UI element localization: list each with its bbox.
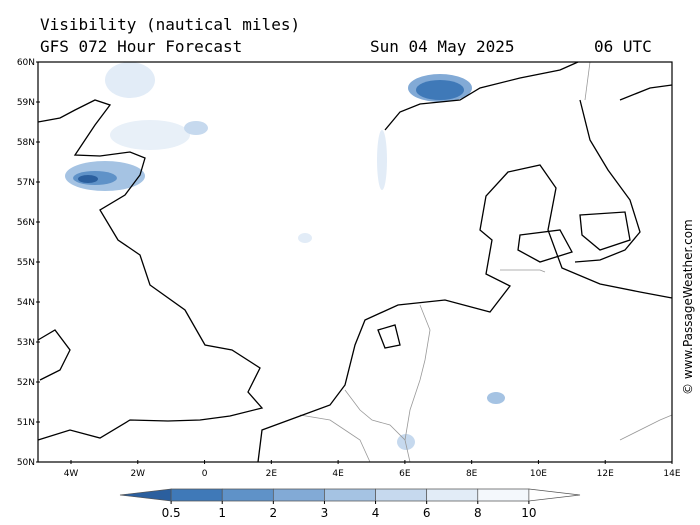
colorbar-label: 6	[423, 506, 431, 520]
coastlines	[37, 61, 673, 463]
colorbar-label: 2	[270, 506, 278, 520]
lon-label: 4E	[332, 469, 344, 479]
colorbar-segment	[528, 488, 581, 502]
lon-label: 6E	[399, 469, 411, 479]
lat-label: 60N	[17, 58, 35, 68]
lon-label: 12E	[597, 469, 614, 479]
lon-label: 10E	[530, 469, 547, 479]
time: 06 UTC	[594, 37, 652, 56]
lon-label: 14E	[663, 469, 680, 479]
longitude-labels: 4W 2W 0 2E 4E 6E 8E 10E 12E 14E	[64, 460, 681, 479]
colorbar-label: 8	[474, 506, 482, 520]
lat-label: 55N	[17, 258, 35, 268]
lat-label: 58N	[17, 138, 35, 148]
lon-label: 8E	[466, 469, 478, 479]
lat-label: 56N	[17, 218, 35, 228]
lon-label: 2E	[266, 469, 278, 479]
colorbar-segment	[170, 488, 223, 502]
lat-label: 59N	[17, 98, 35, 108]
map: 60N 59N 58N 57N 56N 55N 54N 53N 52N 51N 50N 4W 2W 0 2…	[17, 58, 681, 479]
lon-label: 2W	[130, 469, 145, 479]
colorbar-segment	[477, 488, 530, 502]
colorbar: 0.5 1 2 3 4 6 8 10	[119, 488, 581, 520]
lat-label: 50N	[17, 458, 35, 468]
lat-label: 57N	[17, 178, 35, 188]
country-borders	[299, 61, 673, 463]
watermark: © www.PassageWeather.com	[681, 219, 695, 395]
lat-label: 54N	[17, 298, 35, 308]
visibility-field	[65, 62, 505, 450]
colorbar-segment	[119, 488, 172, 502]
colorbar-label: 3	[321, 506, 329, 520]
colorbar-label: 0.5	[162, 506, 181, 520]
subtitle: GFS 072 Hour Forecast	[40, 37, 242, 56]
latitude-labels: 60N 59N 58N 57N 56N 55N 54N 53N 52N 51N 50N	[17, 58, 40, 468]
colorbar-segment	[272, 488, 325, 502]
colorbar-label: 4	[372, 506, 380, 520]
title: Visibility (nautical miles)	[40, 15, 300, 34]
date: Sun 04 May 2025	[370, 37, 515, 56]
colorbar-label: 1	[218, 506, 226, 520]
colorbar-segment	[324, 488, 376, 502]
lon-label: 0	[202, 469, 208, 479]
lat-label: 52N	[17, 378, 35, 388]
colorbar-segment	[221, 488, 274, 502]
colorbar-segment	[426, 488, 479, 502]
colorbar-segment	[375, 488, 428, 502]
colorbar-label: 10	[521, 506, 536, 520]
lat-label: 53N	[17, 338, 35, 348]
lon-label: 4W	[64, 469, 79, 479]
lat-label: 51N	[17, 418, 35, 428]
